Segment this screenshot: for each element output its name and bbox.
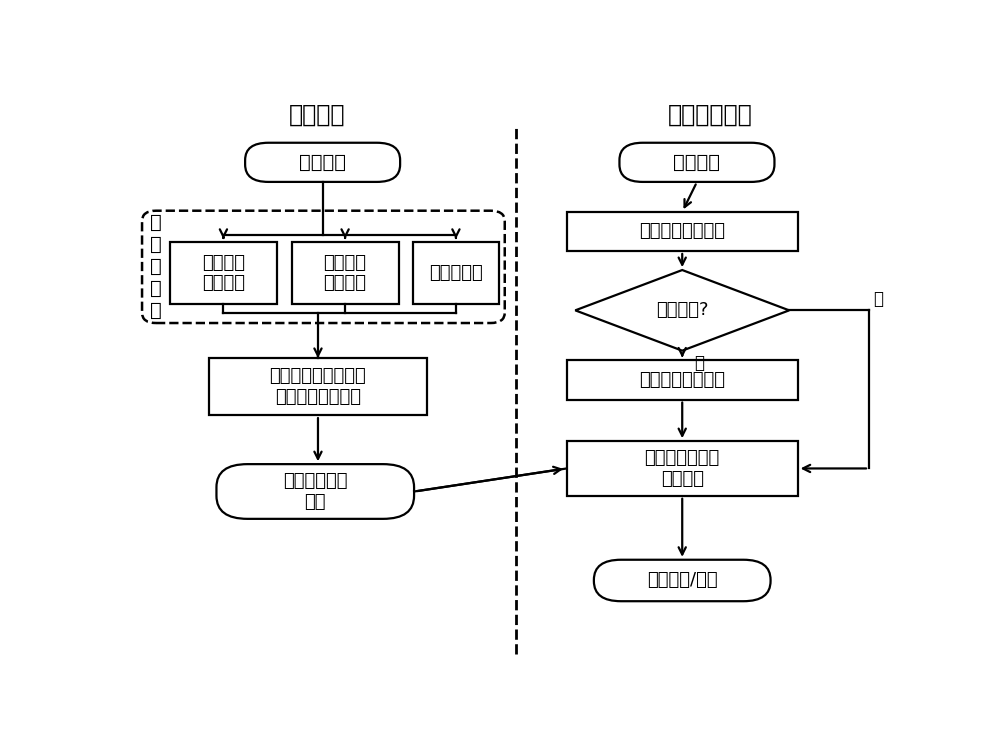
FancyBboxPatch shape: [594, 560, 771, 601]
Bar: [209, 358, 427, 415]
Bar: [413, 242, 499, 304]
Text: 慢特征提取: 慢特征提取: [429, 264, 483, 282]
Text: 多
特
征
提
取: 多 特 征 提 取: [150, 213, 162, 320]
Bar: [292, 242, 399, 304]
FancyBboxPatch shape: [619, 143, 774, 182]
Text: 在线数据: 在线数据: [673, 153, 720, 172]
Bar: [170, 242, 277, 304]
Text: 故障类型/正常: 故障类型/正常: [647, 571, 718, 589]
Text: 是否报警?: 是否报警?: [656, 301, 708, 319]
Bar: [567, 212, 798, 251]
Text: 二值报警
特征提取: 二值报警 特征提取: [202, 254, 245, 292]
Bar: [567, 361, 798, 399]
Bar: [567, 441, 798, 496]
Text: 计算基于宽度学习的
故障诊断模型参数: 计算基于宽度学习的 故障诊断模型参数: [270, 367, 366, 405]
FancyBboxPatch shape: [245, 143, 400, 182]
Text: 信号的多特征提取: 信号的多特征提取: [639, 371, 725, 389]
Text: 基于宽度学习的
故障诊断: 基于宽度学习的 故障诊断: [645, 449, 720, 488]
Text: 离线训练: 离线训练: [289, 102, 345, 126]
Polygon shape: [575, 270, 789, 351]
Text: 是: 是: [694, 355, 704, 373]
Text: 否: 否: [874, 289, 884, 308]
FancyBboxPatch shape: [216, 464, 414, 519]
Text: 在线故障诊断: 在线故障诊断: [668, 102, 753, 126]
Text: 故障诊断模型
参数: 故障诊断模型 参数: [283, 472, 348, 511]
Text: 计算二值报警信号: 计算二值报警信号: [639, 222, 725, 240]
Text: 历史数据: 历史数据: [299, 153, 346, 172]
Text: 定性趋势
特征提取: 定性趋势 特征提取: [324, 254, 367, 292]
